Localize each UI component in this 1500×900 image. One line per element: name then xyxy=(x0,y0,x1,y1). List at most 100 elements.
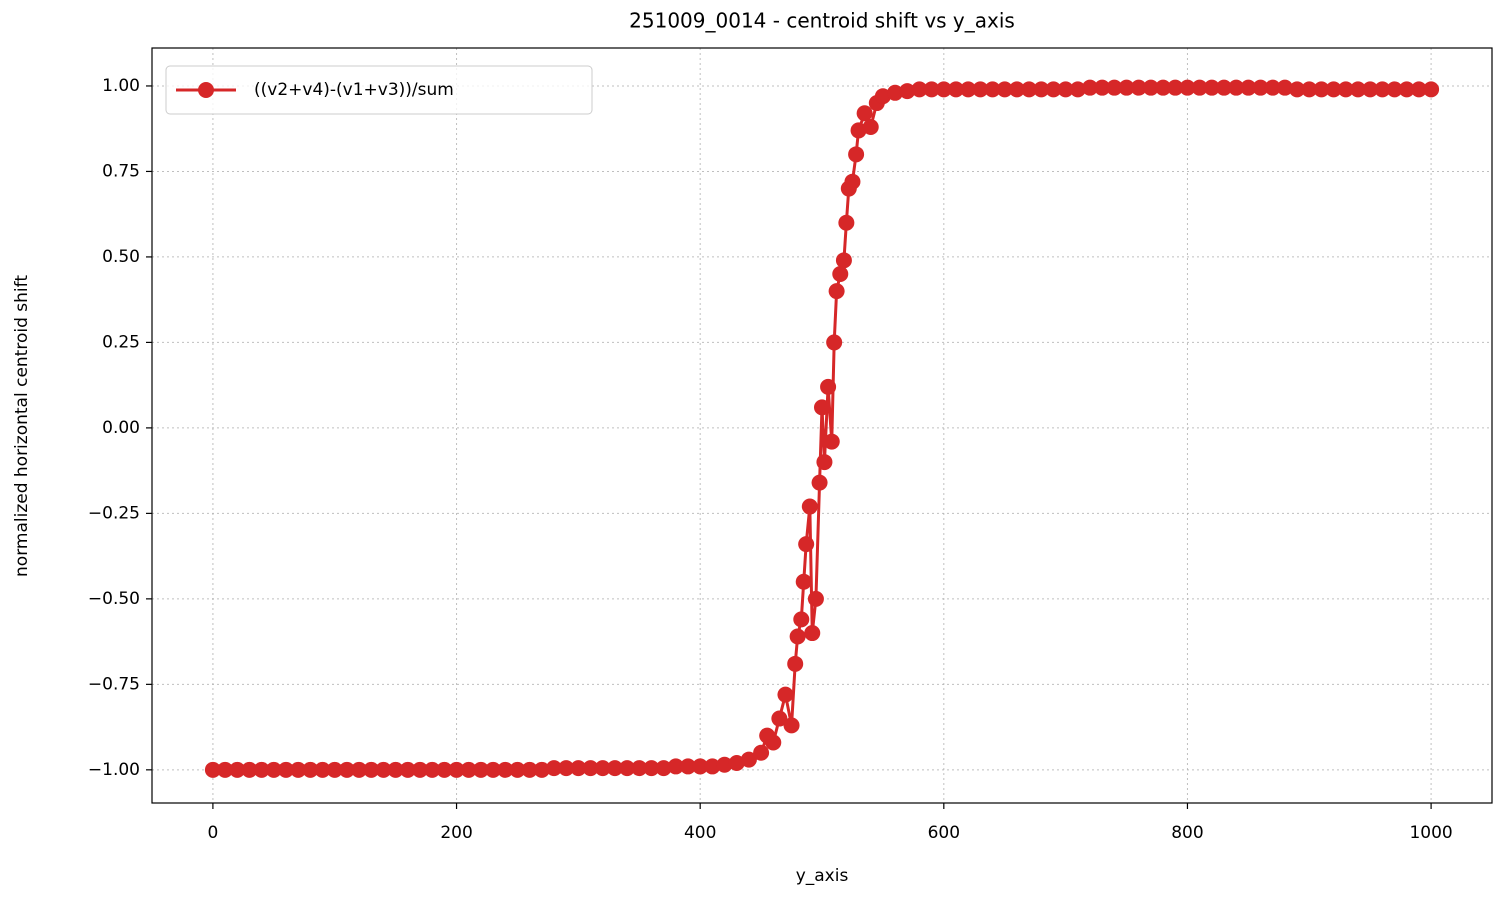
data-point xyxy=(795,573,812,590)
data-point xyxy=(856,105,873,122)
data-point xyxy=(375,761,392,778)
data-point xyxy=(509,761,526,778)
data-point xyxy=(1240,79,1257,96)
data-point xyxy=(570,760,587,777)
data-point xyxy=(887,84,904,101)
data-point xyxy=(835,252,852,269)
data-point xyxy=(1057,81,1074,98)
data-point xyxy=(436,761,453,778)
data-point xyxy=(728,754,745,771)
data-point xyxy=(326,761,343,778)
data-point xyxy=(1313,81,1330,98)
data-point xyxy=(911,81,928,98)
y-tick-label: −0.25 xyxy=(88,503,140,523)
data-point xyxy=(412,761,428,778)
data-point xyxy=(765,734,782,751)
data-point xyxy=(1374,81,1391,98)
data-point xyxy=(771,710,788,727)
data-point xyxy=(1350,81,1366,98)
data-point xyxy=(787,655,804,672)
data-point xyxy=(424,761,441,778)
data-point xyxy=(984,81,1001,98)
data-point xyxy=(521,761,538,778)
data-point xyxy=(229,761,246,778)
plot-frame xyxy=(151,47,1493,804)
data-point xyxy=(692,758,709,775)
data-point xyxy=(314,761,331,778)
x-tick-label: 400 xyxy=(684,823,716,843)
data-point xyxy=(582,760,599,777)
data-point xyxy=(460,761,477,778)
data-point xyxy=(558,760,575,777)
data-point xyxy=(1264,79,1281,96)
data-point xyxy=(1167,79,1184,96)
data-point xyxy=(716,756,733,773)
data-point xyxy=(606,760,623,777)
data-point xyxy=(1094,79,1111,96)
y-tick-label: −1.00 xyxy=(88,760,140,780)
data-point xyxy=(789,628,806,645)
x-tick-label: 200 xyxy=(440,823,472,843)
data-point xyxy=(290,761,307,778)
legend-label: ((v2+v4)-(v1+v3))/sum xyxy=(254,80,454,100)
data-point xyxy=(960,81,977,98)
data-point xyxy=(1325,81,1342,98)
data-point xyxy=(804,625,821,642)
data-point xyxy=(848,146,865,163)
data-point xyxy=(204,761,221,778)
data-point xyxy=(948,81,964,98)
data-point xyxy=(801,498,818,515)
data-point xyxy=(1252,79,1269,96)
x-tick-label: 0 xyxy=(207,823,218,843)
data-point xyxy=(278,761,294,778)
data-point xyxy=(1216,79,1232,96)
y-tick-label: −0.50 xyxy=(88,589,140,609)
data-point xyxy=(850,122,867,139)
data-point xyxy=(1033,81,1050,98)
data-point xyxy=(1106,79,1123,96)
data-point xyxy=(1191,79,1208,96)
data-point xyxy=(820,378,837,395)
data-point xyxy=(807,590,824,607)
data-point xyxy=(1301,81,1318,98)
data-point xyxy=(816,454,833,471)
data-point xyxy=(777,686,794,703)
data-point xyxy=(265,761,282,778)
data-point xyxy=(1289,81,1306,98)
data-point xyxy=(923,81,940,98)
x-tick-label: 600 xyxy=(928,823,960,843)
data-point xyxy=(1021,81,1038,98)
data-point xyxy=(1276,79,1293,96)
data-point xyxy=(1155,79,1172,96)
legend-marker xyxy=(198,82,214,98)
data-point xyxy=(448,761,465,778)
data-point xyxy=(1008,81,1025,98)
data-point xyxy=(302,761,319,778)
data-point xyxy=(1203,79,1220,96)
data-point xyxy=(363,761,380,778)
data-point xyxy=(680,758,696,775)
data-point xyxy=(655,760,672,777)
data-point xyxy=(667,758,684,775)
data-point xyxy=(241,761,258,778)
data-point xyxy=(631,760,648,777)
data-point xyxy=(546,760,562,777)
data-point xyxy=(838,214,855,231)
legend: ((v2+v4)-(v1+v3))/sum xyxy=(165,65,593,115)
data-point xyxy=(619,760,636,777)
data-point xyxy=(811,474,828,491)
chart-title: 251009_0014 - centroid shift vs y_axis xyxy=(629,9,1015,33)
data-point xyxy=(1386,81,1403,98)
x-axis-label: y_axis xyxy=(796,866,849,886)
y-tick-label: 0.00 xyxy=(102,418,140,438)
data-point xyxy=(217,761,234,778)
data-point xyxy=(472,761,489,778)
data-point xyxy=(594,760,611,777)
data-point xyxy=(832,266,849,283)
data-point xyxy=(972,81,989,98)
data-point xyxy=(1069,81,1086,98)
data-point xyxy=(740,751,757,768)
data-point xyxy=(485,761,502,778)
y-tick-label: 1.00 xyxy=(102,76,140,96)
